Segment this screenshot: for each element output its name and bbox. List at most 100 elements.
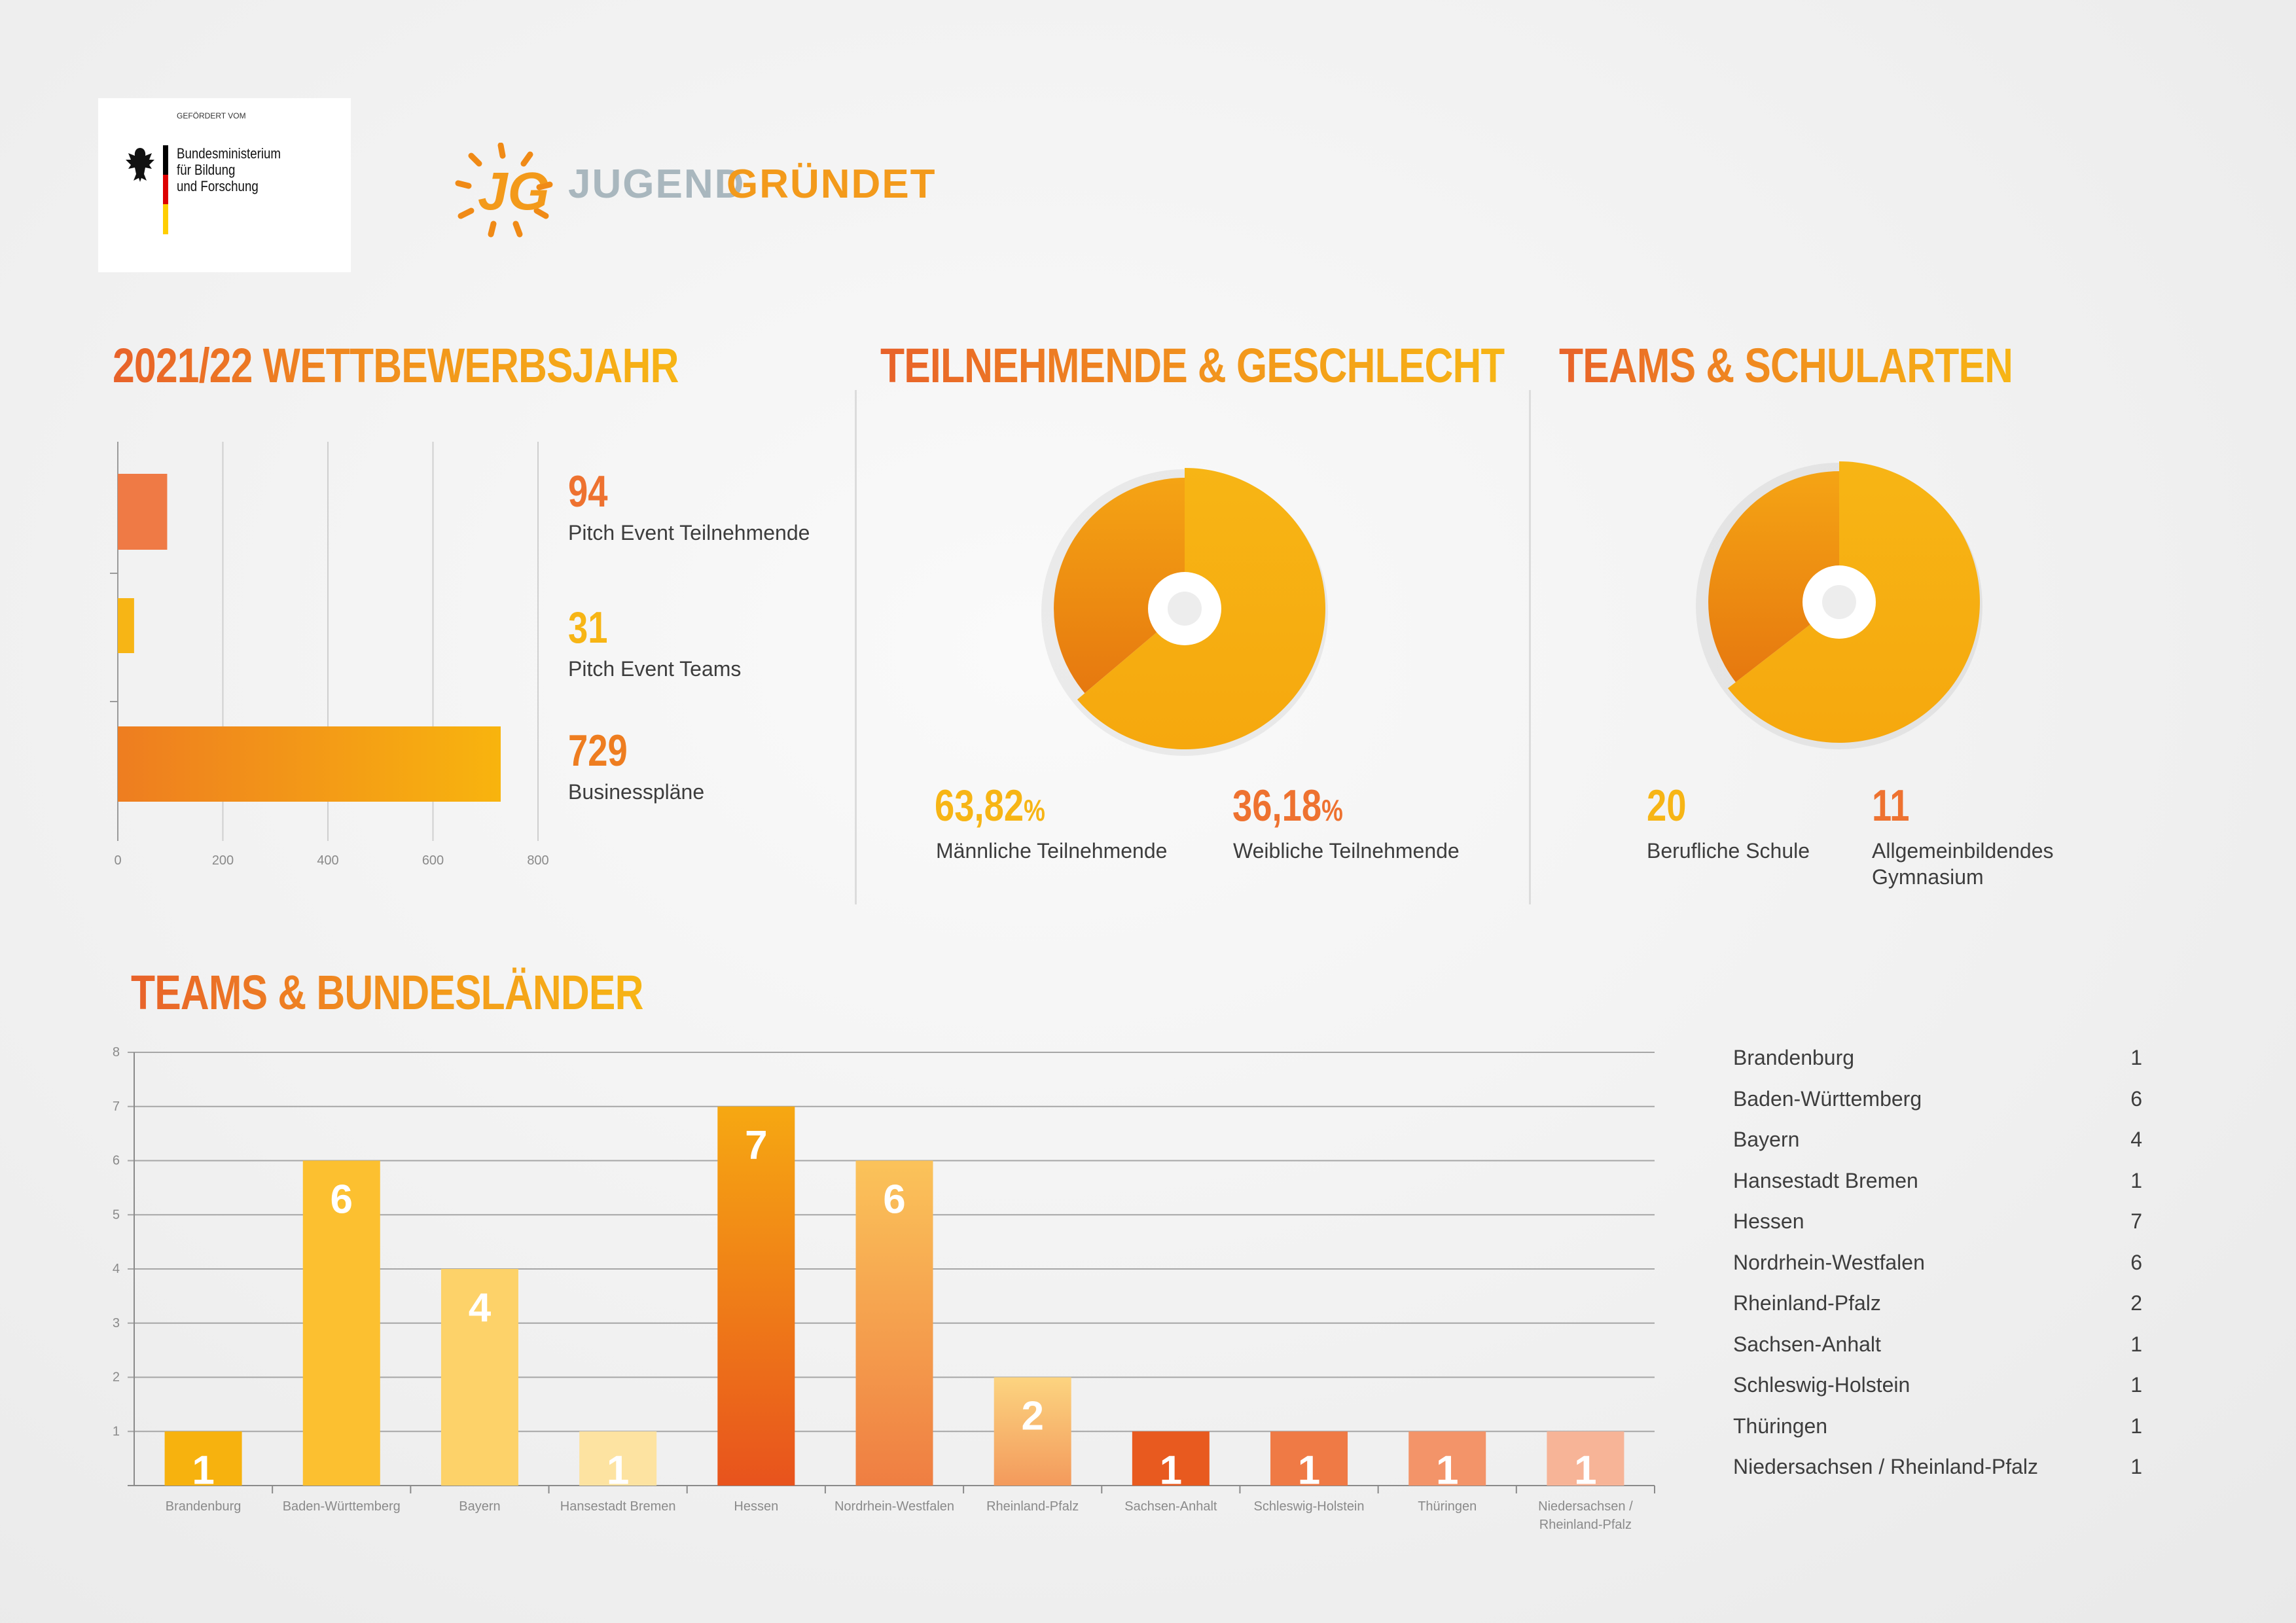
pie-hole-inner xyxy=(1822,585,1856,619)
funded-by-label: GEFÖRDERT VOM xyxy=(177,111,246,120)
x-category-label: Nordrhein-Westfalen xyxy=(834,1499,954,1514)
bar-value-label: 1 xyxy=(1436,1448,1458,1493)
x-category-label: Niedersachsen / xyxy=(1538,1499,1633,1514)
federal-eagle-icon xyxy=(126,148,154,182)
divider-1 xyxy=(855,390,857,904)
vocational-value: 20 xyxy=(1647,781,1687,830)
y-tick-label: 7 xyxy=(113,1099,120,1114)
list-item: Hessen 7 xyxy=(1733,1209,2142,1233)
bar xyxy=(302,1160,380,1486)
x-category-label: Baden-Württemberg xyxy=(283,1499,401,1514)
jugend-gruendet-logo: JG JUGEND GRÜNDET xyxy=(452,143,935,241)
bar xyxy=(440,1269,518,1486)
stat-pitch-participants-value: 94 xyxy=(568,467,608,516)
bar-value-label: 1 xyxy=(607,1448,629,1493)
list-item: Thüringen 1 xyxy=(1733,1414,2142,1438)
gymnasium-label-line2: Gymnasium xyxy=(1872,865,1984,889)
stat-pitch-teams-value: 31 xyxy=(568,603,608,652)
x-category-label: Thüringen xyxy=(1418,1499,1477,1514)
bmbf-logo: GEFÖRDERT VOM Bundesministerium für Bild… xyxy=(98,98,351,272)
gender-pie-chart xyxy=(1041,468,1328,756)
list-item: Nordrhein-Westfalen 6 xyxy=(1733,1251,2142,1274)
bar-value-label: 1 xyxy=(1574,1448,1596,1493)
business-plans-bar-chart: 0 200 400 600 800 xyxy=(110,442,549,868)
vocational-label: Berufliche Schule xyxy=(1647,839,1810,863)
bar xyxy=(994,1377,1071,1486)
bar-value-label: 7 xyxy=(745,1123,767,1168)
female-percentage: 36,18% xyxy=(1232,781,1343,830)
bar xyxy=(579,1431,657,1486)
section2-title: TEILNEHMENDE & GESCHLECHT xyxy=(880,338,1505,393)
school-type-pie-chart xyxy=(1696,461,1982,749)
male-label: Männliche Teilnehmende xyxy=(936,839,1168,863)
x-category-label: Hessen xyxy=(734,1499,778,1514)
x-category-label: Sachsen-Anhalt xyxy=(1124,1499,1217,1514)
x-tick-label: 0 xyxy=(114,853,121,868)
list-item: Baden-Württemberg 6 xyxy=(1733,1087,2142,1111)
gruendet-word: GRÜNDET xyxy=(726,162,937,207)
bar xyxy=(118,598,134,653)
x-tick-label: 200 xyxy=(212,853,234,868)
section3-title: TEAMS & SCHULARTEN xyxy=(1559,338,2013,393)
stat-business-plans-label: Businesspläne xyxy=(568,780,705,804)
y-tick-label: 4 xyxy=(113,1262,120,1276)
y-tick-label: 1 xyxy=(113,1424,120,1438)
y-tick-label: 3 xyxy=(113,1316,120,1330)
list-item: Schleswig-Holstein 1 xyxy=(1733,1373,2142,1397)
bar-value-label: 2 xyxy=(1021,1394,1043,1439)
x-category-label: Hansestadt Bremen xyxy=(560,1499,676,1514)
x-tick-label: 600 xyxy=(422,853,444,868)
sunburst-icon xyxy=(455,143,553,238)
list-item: Rheinland-Pfalz 2 xyxy=(1733,1291,2142,1315)
bar xyxy=(1408,1431,1486,1486)
y-tick-label: 8 xyxy=(113,1045,120,1060)
list-item: Sachsen-Anhalt 1 xyxy=(1733,1332,2142,1356)
x-category-label: Brandenburg xyxy=(166,1499,242,1514)
bar xyxy=(118,726,501,802)
pie-slice xyxy=(1708,471,1839,683)
list-item: Brandenburg 1 xyxy=(1733,1046,2142,1069)
male-percentage: 63,82% xyxy=(935,781,1045,830)
stat-pitch-teams-label: Pitch Event Teams xyxy=(568,657,742,681)
x-tick-label: 800 xyxy=(527,853,548,868)
gymnasium-value: 11 xyxy=(1872,781,1910,830)
bar xyxy=(1547,1431,1624,1486)
stat-business-plans-value: 729 xyxy=(568,726,628,776)
x-category-label: Bayern xyxy=(459,1499,500,1514)
list-item: Niedersachsen / Rheinland-Pfalz 1 xyxy=(1733,1455,2142,1478)
x-category-label: Schleswig-Holstein xyxy=(1254,1499,1365,1514)
section4-title: TEAMS & BUNDESLÄNDER xyxy=(131,965,643,1020)
list-item: Hansestadt Bremen 1 xyxy=(1733,1169,2142,1192)
stat-pitch-participants-label: Pitch Event Teilnehmende xyxy=(568,521,810,544)
divider-2 xyxy=(1529,390,1531,904)
gymnasium-label-line1: Allgemeinbildendes xyxy=(1872,839,2054,863)
y-tick-label: 6 xyxy=(113,1154,120,1168)
y-tick-label: 2 xyxy=(113,1370,120,1385)
bar xyxy=(1270,1431,1348,1486)
ministry-name-line3: und Forschung xyxy=(177,178,259,194)
teams-per-state-bar-chart: 1 2 3 4 5 6 7 8 1 Brandenburg 6 Baden-Württemberg 4 B… xyxy=(113,1045,1655,1532)
bar xyxy=(717,1106,795,1486)
bar xyxy=(1132,1431,1210,1486)
x-category-label: Rheinland-Pfalz xyxy=(986,1499,1079,1514)
bar xyxy=(164,1431,242,1486)
jugend-word: JUGEND xyxy=(568,162,745,207)
pie-hole-inner xyxy=(1168,592,1202,626)
ministry-name-line1: Bundesministerium xyxy=(177,145,281,162)
x-category-label: Rheinland-Pfalz xyxy=(1539,1518,1632,1532)
y-tick-label: 5 xyxy=(113,1207,120,1222)
section1-title: 2021/22 WETTBEWERBSJAHR xyxy=(113,338,679,393)
female-label: Weibliche Teilnehmende xyxy=(1233,839,1460,863)
bar-value-label: 1 xyxy=(192,1448,214,1493)
bar-value-label: 1 xyxy=(1298,1448,1320,1493)
pie-slice xyxy=(1054,478,1185,694)
bar xyxy=(118,474,168,550)
bar-value-label: 1 xyxy=(1160,1448,1182,1493)
list-item: Bayern 4 xyxy=(1733,1128,2142,1151)
ministry-name-line2: für Bildung xyxy=(177,162,236,178)
x-tick-label: 400 xyxy=(317,853,338,868)
jg-mark: JG xyxy=(478,162,550,221)
bar-value-label: 6 xyxy=(331,1177,353,1222)
bar-value-label: 6 xyxy=(883,1177,905,1222)
bar-value-label: 4 xyxy=(469,1285,492,1330)
